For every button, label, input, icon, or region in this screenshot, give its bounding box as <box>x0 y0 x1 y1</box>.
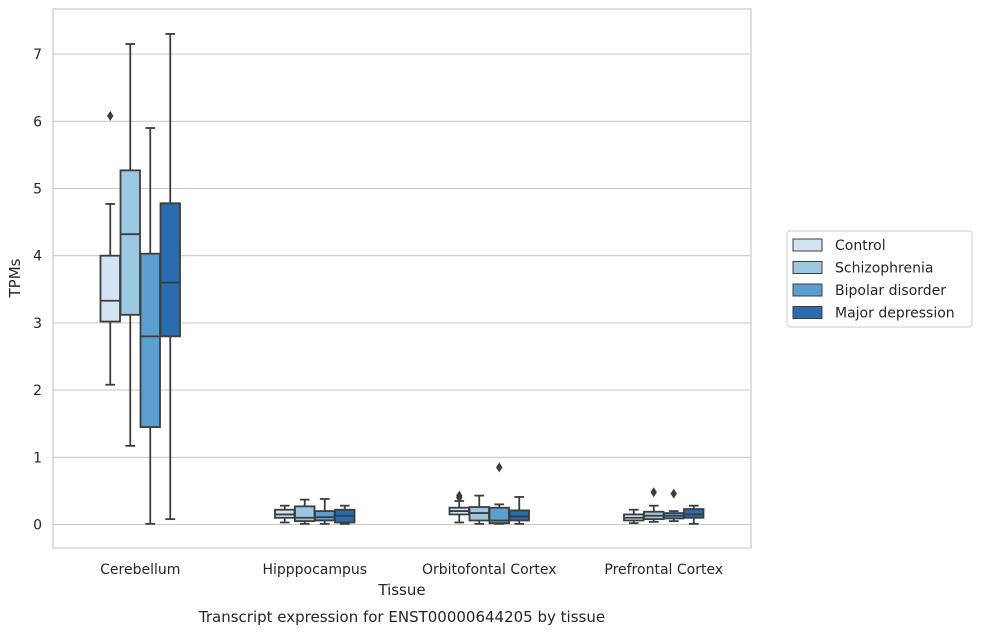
y-tick-label: 4 <box>33 249 42 265</box>
legend-item: Major depression <box>792 306 955 322</box>
box-iqr <box>314 510 336 522</box>
box-iqr <box>119 169 141 316</box>
box-iqr <box>99 254 121 323</box>
legend-label: Bipolar disorder <box>835 283 946 299</box>
y-axis-ticks: 0 1 2 3 4 5 6 7 <box>33 47 42 533</box>
y-tick-label: 7 <box>33 47 42 63</box>
y-tick-label: 2 <box>33 383 42 399</box>
x-tick-label: Hipppocampus <box>262 562 367 578</box>
box-iqr <box>139 252 161 428</box>
legend-item: Bipolar disorder <box>792 283 946 299</box>
box-iqr <box>508 509 530 522</box>
outlier-point <box>496 462 503 473</box>
box-iqr <box>294 505 316 523</box>
legend-swatch <box>792 306 823 319</box>
y-axis-title: TPMs <box>6 258 24 298</box>
legend-swatch <box>792 283 823 297</box>
box-major-depression <box>159 33 181 521</box>
legend-item: Control <box>792 238 886 254</box>
legend-frame <box>786 230 973 328</box>
legend-label: Schizophrenia <box>835 261 933 277</box>
chart-title: Transcript expression for ENST0000064420… <box>198 608 605 626</box>
box-bipolar-disorder <box>663 488 685 523</box>
legend-item: Schizophrenia <box>792 261 933 277</box>
legend-label: Control <box>835 238 886 254</box>
y-tick-label: 6 <box>33 114 42 130</box>
y-tick-label: 3 <box>33 316 42 332</box>
box-control <box>448 490 470 524</box>
box-major-depression <box>508 496 530 525</box>
y-tick-label: 1 <box>33 450 42 466</box>
legend: Control Schizophrenia Bipolar disorder Majo… <box>786 230 973 328</box>
box-series <box>99 33 705 525</box>
legend-label: Major depression <box>835 306 955 322</box>
box-major-depression <box>334 504 356 525</box>
x-axis-title: Tissue <box>377 581 425 599</box>
outlier-point <box>650 487 657 498</box>
box-bipolar-disorder <box>139 127 161 525</box>
x-axis-ticks: Cerebellum Hipppocampus Orbitofontal Corte… <box>100 562 723 578</box>
x-tick-label: Cerebellum <box>100 562 180 578</box>
y-tick-label: 5 <box>33 182 42 198</box>
box-control <box>623 508 645 525</box>
box-schizophrenia <box>468 494 490 525</box>
box-iqr <box>683 508 705 519</box>
outlier-point <box>456 492 463 503</box>
y-tick-label: 0 <box>33 518 42 534</box>
box-schizophrenia <box>119 43 141 447</box>
legend-swatch <box>792 261 823 274</box>
outlier-point <box>107 110 114 121</box>
box-control <box>99 110 121 386</box>
box-iqr <box>159 202 181 338</box>
x-tick-label: Orbitofontal Cortex <box>422 562 557 578</box>
legend-swatch <box>792 238 823 252</box>
outlier-point <box>670 488 677 499</box>
box-major-depression <box>683 504 705 525</box>
plot-area-frame <box>52 8 752 549</box>
x-tick-label: Prefrontal Cortex <box>604 562 723 578</box>
